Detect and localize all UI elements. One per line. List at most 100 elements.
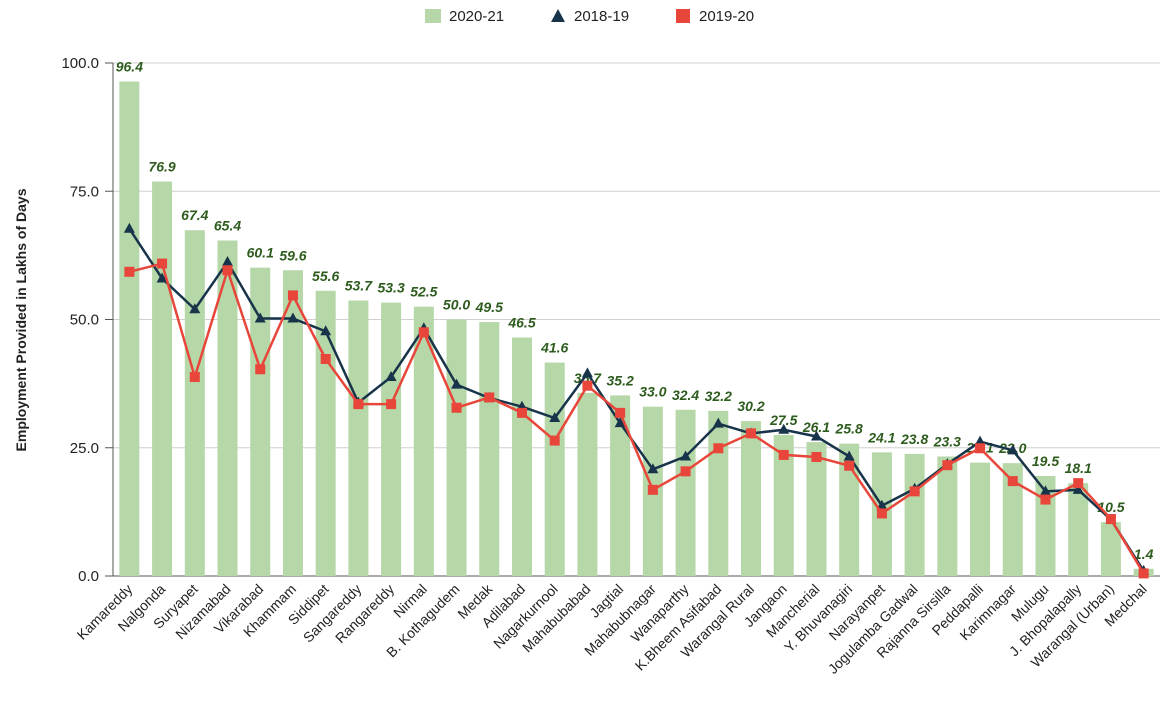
bar — [675, 409, 696, 576]
marker — [549, 435, 560, 446]
marker — [876, 508, 887, 519]
bar — [839, 443, 860, 576]
marker — [909, 486, 920, 497]
bar — [1068, 483, 1089, 576]
marker — [680, 450, 692, 461]
data-label: 50.0 — [443, 297, 470, 313]
data-label: 30.2 — [737, 398, 764, 414]
marker — [189, 303, 201, 314]
y-tick-label: 25.0 — [70, 440, 99, 457]
data-label: 1.4 — [1134, 546, 1154, 562]
data-label: 59.6 — [279, 247, 306, 263]
marker — [320, 354, 331, 365]
bar — [773, 434, 794, 576]
marker — [320, 325, 332, 336]
marker — [222, 256, 234, 267]
marker — [581, 367, 593, 378]
bar — [479, 322, 500, 576]
bar — [413, 306, 434, 576]
marker — [287, 312, 299, 323]
marker — [647, 484, 658, 495]
marker — [189, 371, 200, 382]
marker — [811, 451, 822, 462]
marker — [549, 411, 561, 422]
data-label: 35.2 — [607, 372, 634, 388]
data-label: 67.4 — [181, 207, 208, 223]
marker — [1105, 514, 1116, 525]
data-label: 96.4 — [116, 58, 143, 74]
bar — [544, 362, 565, 576]
bar — [937, 456, 958, 576]
marker — [942, 460, 953, 471]
data-label: 23.8 — [900, 431, 928, 447]
marker — [123, 222, 135, 233]
marker — [582, 380, 593, 391]
bar — [610, 395, 631, 576]
marker — [1073, 478, 1084, 489]
legend-label: 2020-21 — [449, 8, 504, 25]
marker — [975, 443, 986, 454]
marker — [1007, 444, 1019, 455]
marker — [843, 450, 855, 461]
y-tick-label: 0.0 — [78, 568, 99, 585]
marker — [287, 290, 298, 301]
bar — [250, 267, 271, 576]
data-label: 52.5 — [410, 284, 437, 300]
marker — [451, 402, 462, 413]
marker — [1040, 494, 1051, 505]
marker — [713, 443, 724, 454]
data-label: 33.0 — [639, 384, 666, 400]
marker — [1039, 485, 1051, 496]
bar — [904, 453, 925, 576]
data-label: 24.1 — [867, 429, 895, 445]
y-tick-label: 50.0 — [70, 312, 99, 329]
bar — [119, 81, 140, 576]
marker — [1072, 483, 1084, 494]
marker — [484, 392, 495, 403]
bar — [970, 462, 991, 576]
data-label: 53.7 — [345, 278, 373, 294]
marker — [156, 272, 168, 283]
marker — [157, 258, 168, 269]
data-label: 41.6 — [540, 340, 568, 356]
bar — [511, 337, 532, 576]
bar — [741, 421, 762, 576]
marker — [810, 430, 822, 441]
bar — [577, 392, 598, 576]
data-label: 19.5 — [1032, 453, 1059, 469]
legend-label: 2019-20 — [699, 8, 754, 25]
data-label: 32.4 — [672, 387, 699, 403]
bar — [1002, 463, 1023, 576]
data-label: 23.3 — [933, 433, 961, 449]
bar — [152, 181, 173, 577]
data-label: 60.1 — [247, 245, 274, 261]
marker — [385, 370, 397, 381]
marker — [255, 364, 266, 375]
bar — [348, 300, 369, 576]
data-label: 65.4 — [214, 217, 241, 233]
marker — [418, 327, 429, 338]
data-label: 46.5 — [507, 314, 535, 330]
marker — [778, 449, 789, 460]
marker — [451, 378, 463, 389]
marker — [614, 417, 626, 428]
legend-swatch — [425, 9, 441, 23]
data-label: 27.5 — [769, 412, 797, 428]
marker — [844, 460, 855, 471]
data-label: 55.6 — [312, 268, 339, 284]
marker — [386, 399, 397, 410]
y-tick-label: 100.0 — [61, 55, 99, 72]
legend-swatch — [676, 9, 690, 23]
marker — [647, 463, 659, 474]
bar — [708, 410, 729, 576]
data-label: 32.2 — [705, 388, 732, 404]
marker — [254, 312, 266, 323]
legend-label: 2018-19 — [574, 8, 629, 25]
data-label: 76.9 — [148, 159, 175, 175]
data-label: 26.1 — [802, 419, 830, 435]
marker — [974, 435, 986, 446]
data-label: 49.5 — [475, 299, 503, 315]
bar — [381, 302, 402, 576]
marker — [712, 417, 724, 428]
line — [129, 262, 1145, 575]
